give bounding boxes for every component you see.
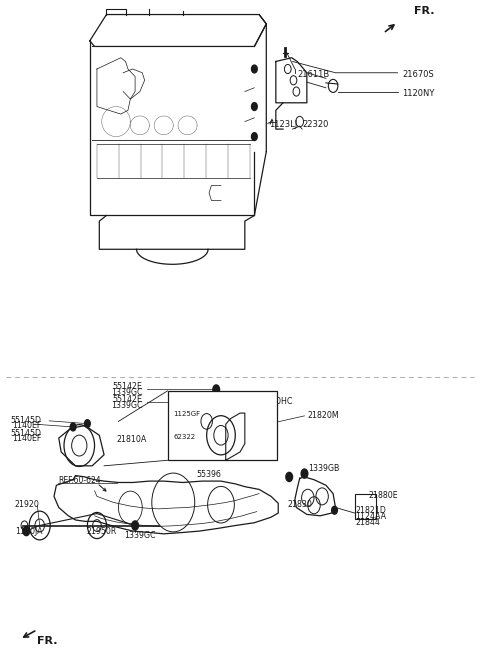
Circle shape bbox=[252, 102, 257, 110]
Text: 1120NY: 1120NY bbox=[402, 89, 435, 98]
Text: 62322: 62322 bbox=[173, 434, 195, 440]
Bar bbox=[168, 391, 277, 461]
Circle shape bbox=[332, 506, 337, 514]
Text: 1339GC: 1339GC bbox=[111, 401, 142, 410]
Text: 21810A: 21810A bbox=[116, 435, 146, 444]
Text: 1339GC: 1339GC bbox=[125, 531, 156, 540]
Text: 1140JA: 1140JA bbox=[15, 527, 42, 537]
Circle shape bbox=[301, 469, 308, 478]
Text: 1339GC: 1339GC bbox=[111, 388, 142, 397]
Text: 21920: 21920 bbox=[15, 500, 40, 509]
Text: 21950R: 21950R bbox=[86, 527, 117, 536]
Circle shape bbox=[84, 420, 90, 428]
Circle shape bbox=[213, 385, 219, 394]
Text: 21821D: 21821D bbox=[356, 506, 386, 515]
Text: 21820M: 21820M bbox=[308, 411, 339, 420]
Text: 1124AA: 1124AA bbox=[356, 512, 386, 521]
Text: 1140EF: 1140EF bbox=[12, 421, 41, 430]
Text: 21880E: 21880E bbox=[369, 491, 398, 501]
Text: 55145D: 55145D bbox=[10, 415, 41, 424]
Text: 1125GF: 1125GF bbox=[173, 411, 200, 417]
Text: 1140EF: 1140EF bbox=[12, 434, 41, 443]
Circle shape bbox=[252, 65, 257, 73]
Text: FR.: FR. bbox=[37, 636, 58, 646]
Circle shape bbox=[206, 398, 212, 407]
Circle shape bbox=[252, 133, 257, 140]
Text: 1140HC: 1140HC bbox=[262, 397, 293, 406]
Text: 55142E: 55142E bbox=[112, 382, 142, 391]
Text: 21611B: 21611B bbox=[297, 70, 330, 79]
Circle shape bbox=[70, 423, 76, 431]
Text: 55142E: 55142E bbox=[112, 396, 142, 404]
Circle shape bbox=[23, 527, 30, 536]
Text: REF.60-624: REF.60-624 bbox=[58, 476, 100, 485]
Text: 21844: 21844 bbox=[356, 518, 380, 527]
Circle shape bbox=[286, 472, 292, 482]
Text: FR.: FR. bbox=[414, 6, 435, 16]
Text: 1123LJ: 1123LJ bbox=[269, 120, 297, 129]
Text: 55396: 55396 bbox=[196, 470, 221, 480]
Text: 55145D: 55145D bbox=[10, 428, 41, 438]
Text: 21670S: 21670S bbox=[402, 70, 434, 79]
Circle shape bbox=[132, 521, 138, 530]
Text: 1339GB: 1339GB bbox=[308, 464, 339, 472]
Bar bbox=[355, 493, 376, 519]
Text: 21830: 21830 bbox=[288, 500, 312, 509]
Text: 22320: 22320 bbox=[302, 120, 328, 129]
